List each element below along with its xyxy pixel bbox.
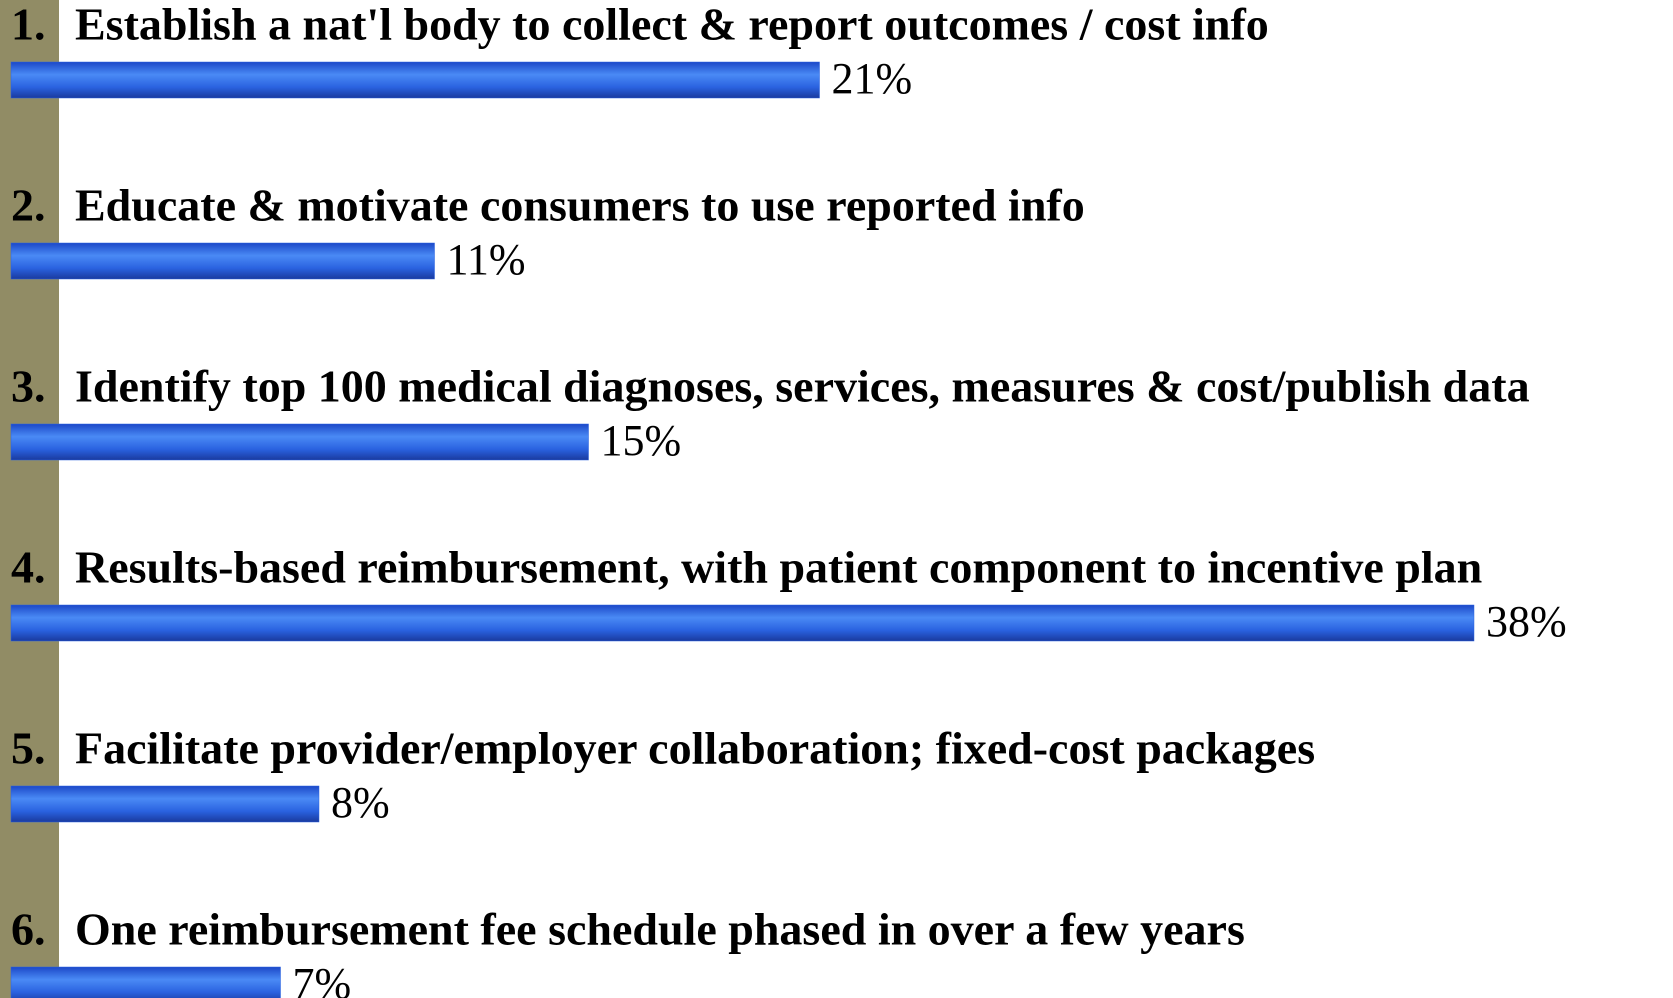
bar bbox=[10, 423, 589, 461]
item-number: 1. bbox=[11, 0, 46, 50]
item-number: 5. bbox=[11, 723, 46, 774]
category-label: One reimbursement fee schedule phased in… bbox=[75, 904, 1245, 955]
value-label: 7% bbox=[293, 959, 352, 998]
value-label: 15% bbox=[601, 416, 682, 465]
bar bbox=[10, 604, 1475, 642]
bar bbox=[10, 785, 320, 823]
bar bbox=[10, 242, 435, 280]
category-label: Identify top 100 medical diagnoses, serv… bbox=[75, 361, 1530, 412]
side-strip bbox=[0, 0, 59, 998]
value-label: 8% bbox=[331, 778, 390, 827]
category-label: Educate & motivate consumers to use repo… bbox=[75, 180, 1085, 231]
value-label: 21% bbox=[832, 54, 913, 103]
category-label: Results-based reimbursement, with patien… bbox=[75, 542, 1482, 593]
item-number: 4. bbox=[11, 542, 46, 593]
value-label: 38% bbox=[1486, 597, 1567, 646]
category-label: Facilitate provider/employer collaborati… bbox=[75, 723, 1315, 774]
item-number: 3. bbox=[11, 361, 46, 412]
bar bbox=[10, 966, 281, 998]
category-label: Establish a nat'l body to collect & repo… bbox=[75, 0, 1269, 50]
item-number: 2. bbox=[11, 180, 46, 231]
value-label: 11% bbox=[447, 235, 526, 284]
item-number: 6. bbox=[11, 904, 46, 955]
bar bbox=[10, 61, 820, 99]
